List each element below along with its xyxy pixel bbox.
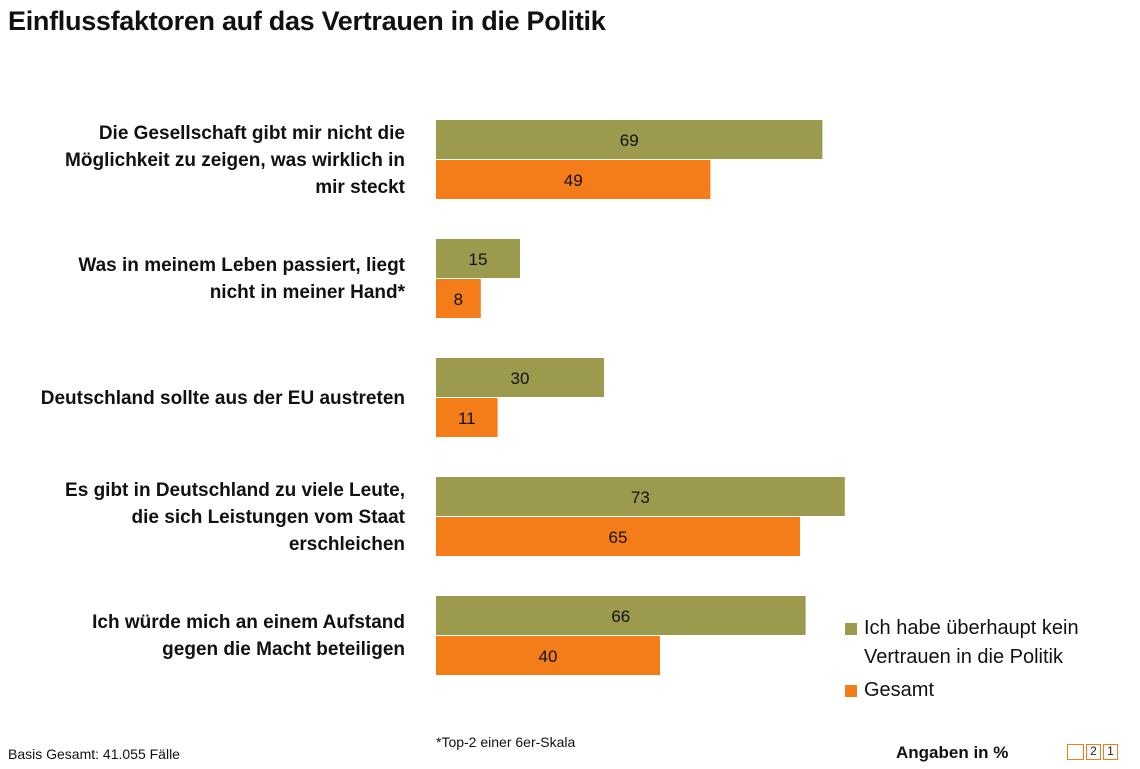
legend-label-series2: Gesamt xyxy=(864,679,935,701)
data-label-series1-cat3: 30 xyxy=(511,369,530,388)
logo-box-2: 2 xyxy=(1086,744,1101,760)
category-label-line: Was in meinem Leben passiert, liegt xyxy=(78,255,405,276)
category-label-line: Es gibt in Deutschland zu viele Leute, xyxy=(65,479,405,501)
category-label-line: mir steckt xyxy=(315,176,405,198)
logo-box-blank xyxy=(1067,744,1084,760)
bar-series2-cat5 xyxy=(436,636,660,675)
bar-series1-cat4 xyxy=(436,477,845,516)
category-label-2: Was in meinem Leben passiert, liegt nicht… xyxy=(10,252,405,306)
category-label-line: erschleichen xyxy=(288,533,405,555)
category-label-5: Ich würde mich an einem Aufstand gegen di… xyxy=(10,609,405,663)
category-label-line: die sich Leistungen vom Staat xyxy=(131,506,405,528)
data-label-series2-cat3: 11 xyxy=(458,409,476,428)
chart-title: Einflussfaktoren auf das Vertrauen in di… xyxy=(8,6,606,36)
legend-swatch-series1 xyxy=(845,623,857,635)
logo: 2 1 xyxy=(1067,744,1118,760)
bar-series1-cat2 xyxy=(436,239,520,278)
bar-series2-cat1 xyxy=(436,160,711,199)
category-label-3: Deutschland sollte aus der EU austreten xyxy=(10,385,405,412)
category-label-line: Möglichkeit zu zeigen, was wirklich in xyxy=(65,149,405,171)
data-label-series1-cat1: 69 xyxy=(620,131,639,150)
category-label-1: Die Gesellschaft gibt mir nicht die Mögli… xyxy=(10,120,405,201)
bar-series1-cat3 xyxy=(436,358,604,397)
data-label-series2-cat5: 40 xyxy=(539,647,558,666)
category-label-line: nicht in meiner Hand* xyxy=(209,282,405,303)
bar-series1-cat5 xyxy=(436,596,806,635)
category-label-line: Die Gesellschaft gibt mir nicht die xyxy=(98,122,405,144)
bar-series1-cat1 xyxy=(436,120,823,159)
legend-swatch-series2 xyxy=(845,685,857,697)
category-label-line: Ich würde mich an einem Aufstand xyxy=(92,612,405,633)
legend-label-series1: Ich habe überhaupt kein Vertrauen in die… xyxy=(864,617,1079,668)
logo-box-1: 1 xyxy=(1103,744,1118,760)
data-label-series1-cat2: 15 xyxy=(469,250,488,269)
data-label-series2-cat2: 8 xyxy=(454,290,463,309)
category-label-line: Deutschland sollte aus der EU austreten xyxy=(40,387,405,409)
category-label-4: Es gibt in Deutschland zu viele Leute, di… xyxy=(10,477,405,558)
footnote: *Top-2 einer 6er-Skala xyxy=(436,734,576,750)
bar-series2-cat2 xyxy=(436,279,481,318)
category-label-line: gegen die Macht beteiligen xyxy=(162,639,405,660)
data-label-series1-cat4: 73 xyxy=(631,488,650,507)
data-label-series1-cat5: 66 xyxy=(611,607,630,626)
bar-series2-cat4 xyxy=(436,517,800,556)
bar-series2-cat3 xyxy=(436,398,498,437)
data-label-series2-cat1: 49 xyxy=(564,171,583,190)
basis-note: Basis Gesamt: 41.055 Fälle xyxy=(8,746,180,762)
data-label-series2-cat4: 65 xyxy=(609,528,628,547)
unit-note: Angaben in % xyxy=(896,743,1009,762)
